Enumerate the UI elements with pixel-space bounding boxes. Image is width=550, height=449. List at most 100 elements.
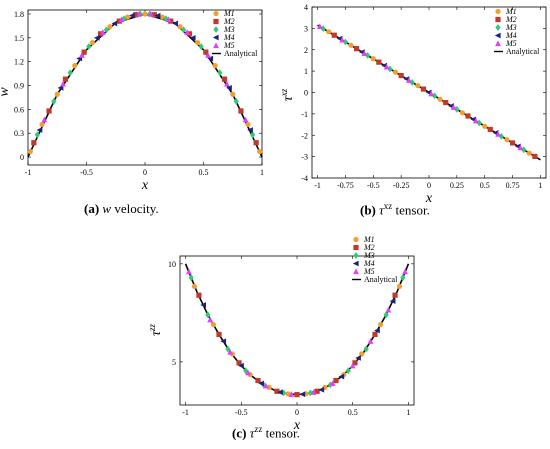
x-tick-label: 0.5 bbox=[480, 181, 490, 190]
data-point-m1 bbox=[396, 283, 403, 289]
x-tick-label: 0.25 bbox=[450, 181, 464, 190]
legend-label-m2: M2 bbox=[505, 15, 517, 24]
data-point-m5 bbox=[184, 29, 190, 35]
legend-label-m3: M3 bbox=[223, 25, 235, 34]
data-point-m2 bbox=[274, 388, 280, 394]
data-point-m4 bbox=[355, 355, 361, 361]
data-point-m5 bbox=[207, 316, 213, 323]
data-point-m3 bbox=[431, 92, 438, 100]
data-point-m3 bbox=[498, 132, 505, 140]
legend-label-m1: M1 bbox=[505, 7, 517, 16]
data-point-m2 bbox=[253, 140, 259, 146]
data-point-m5 bbox=[361, 50, 368, 56]
data-point-m3 bbox=[307, 389, 313, 397]
legend-marker-m5 bbox=[353, 268, 359, 275]
data-point-m1 bbox=[437, 96, 443, 102]
x-tick-label: 0 bbox=[295, 408, 299, 417]
data-point-m2 bbox=[216, 331, 222, 338]
data-point-m1 bbox=[482, 123, 488, 129]
legend-marker-m2 bbox=[495, 16, 501, 23]
data-point-m5 bbox=[406, 77, 412, 83]
caption-b-var: τ bbox=[379, 202, 384, 218]
data-point-m1 bbox=[72, 63, 78, 69]
legend-marker-m5 bbox=[495, 40, 501, 47]
y-tick-label: 4 bbox=[304, 3, 308, 12]
data-point-m5 bbox=[78, 52, 85, 58]
data-point-m5 bbox=[329, 380, 336, 387]
legend-marker-m4 bbox=[212, 34, 219, 41]
data-point-m1 bbox=[526, 150, 532, 156]
caption-c-sup: zz bbox=[254, 424, 263, 434]
data-point-m3 bbox=[281, 389, 287, 397]
data-point-m3 bbox=[205, 311, 211, 319]
legend-marker-m2 bbox=[353, 244, 359, 251]
data-point-m3 bbox=[345, 367, 351, 375]
data-point-m3 bbox=[400, 274, 406, 281]
y-axis-label-superscript: xz bbox=[279, 88, 289, 97]
data-point-m1 bbox=[377, 322, 384, 328]
x-tick-label: -0.5 bbox=[367, 181, 380, 190]
data-point-m2 bbox=[46, 108, 52, 114]
data-point-m3 bbox=[51, 98, 57, 105]
data-point-m3 bbox=[181, 26, 187, 34]
data-point-m1 bbox=[359, 351, 365, 357]
data-point-m3 bbox=[250, 131, 256, 139]
data-point-m2 bbox=[255, 377, 261, 384]
y-tick-label: 5 bbox=[172, 358, 176, 367]
data-point-m2 bbox=[465, 113, 471, 119]
data-point-m2 bbox=[372, 331, 378, 338]
legend-label-m3: M3 bbox=[363, 251, 375, 260]
data-point-m5 bbox=[227, 348, 234, 355]
legend-label-m3: M3 bbox=[505, 23, 517, 32]
data-point-m3 bbox=[521, 146, 527, 154]
y-tick-label: -1 bbox=[301, 110, 308, 119]
data-point-m4 bbox=[36, 127, 43, 133]
data-point-m1 bbox=[107, 24, 113, 30]
data-point-m1 bbox=[212, 63, 218, 69]
data-point-m4 bbox=[277, 389, 283, 396]
data-point-m1 bbox=[195, 39, 201, 46]
legend-label-m4: M4 bbox=[223, 33, 235, 42]
legend-label-analytical: Analytical bbox=[506, 47, 540, 56]
data-point-m5 bbox=[147, 10, 154, 17]
data-point-m2 bbox=[203, 49, 209, 55]
data-point-m5 bbox=[316, 23, 323, 30]
data-point-m2 bbox=[532, 153, 538, 160]
legend-label-m5: M5 bbox=[505, 39, 517, 48]
y-axis-label: w bbox=[0, 87, 12, 97]
legend-label-m2: M2 bbox=[223, 17, 235, 26]
data-point-m1 bbox=[142, 11, 148, 17]
data-point-m2 bbox=[509, 140, 516, 146]
caption-c: (c) τzz tensor. bbox=[232, 424, 300, 441]
data-point-m4 bbox=[129, 12, 135, 19]
caption-b-label: (b) bbox=[360, 202, 376, 218]
data-point-m1 bbox=[326, 29, 332, 35]
data-point-m4 bbox=[154, 12, 161, 19]
legend-label-m1: M1 bbox=[223, 9, 235, 18]
data-point-m1 bbox=[459, 110, 466, 116]
x-tick-label: -0.5 bbox=[80, 168, 93, 177]
data-point-m5 bbox=[339, 36, 345, 43]
x-tick-label: 1 bbox=[538, 181, 542, 190]
data-point-m1 bbox=[230, 91, 236, 97]
data-point-m5 bbox=[242, 116, 249, 123]
data-point-m4 bbox=[93, 34, 100, 41]
x-axis-label: x bbox=[425, 191, 433, 206]
x-tick-label: 1 bbox=[260, 168, 264, 177]
data-point-m3 bbox=[34, 131, 40, 139]
caption-b: (b) τxz tensor. bbox=[360, 201, 430, 218]
x-tick-label: 0.5 bbox=[348, 408, 358, 417]
data-point-m3 bbox=[409, 79, 415, 86]
data-point-m3 bbox=[383, 311, 389, 319]
data-point-m5 bbox=[205, 52, 212, 58]
data-point-m1 bbox=[54, 91, 60, 97]
data-point-m5 bbox=[100, 29, 106, 35]
data-point-m4 bbox=[299, 391, 306, 398]
data-point-m4 bbox=[258, 380, 264, 387]
data-point-m3 bbox=[387, 65, 393, 73]
data-point-m4 bbox=[374, 327, 380, 334]
data-point-m4 bbox=[200, 302, 206, 308]
